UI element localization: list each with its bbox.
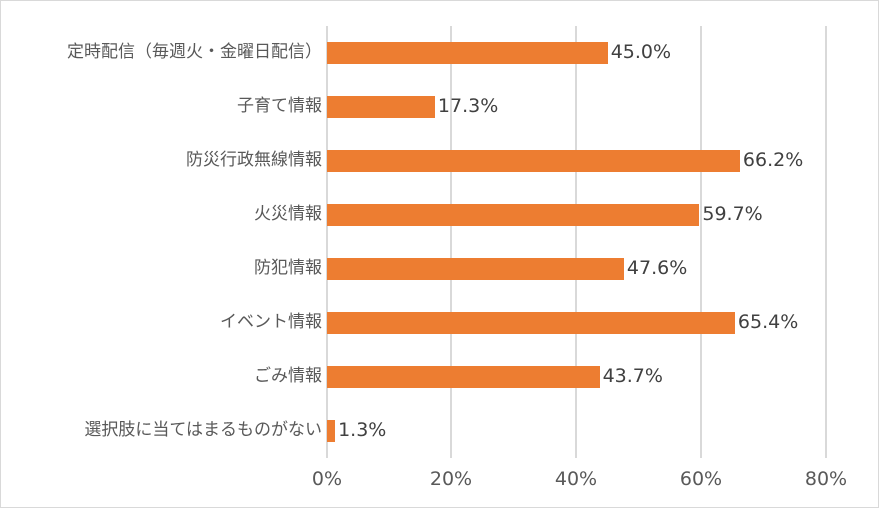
x-tick-label: 20%: [429, 468, 473, 490]
bar-row: イベント情報 65.4%: [0, 296, 879, 350]
plot-area: [326, 26, 827, 458]
value-label: 17.3%: [437, 95, 499, 117]
gridline-20: [450, 26, 452, 458]
category-label: 火災情報: [254, 204, 322, 224]
bar-row: 子育て情報 17.3%: [0, 80, 879, 134]
bar: [327, 420, 336, 442]
bar: [327, 312, 735, 334]
value-label: 45.0%: [610, 41, 672, 63]
x-tick-label: 0%: [311, 468, 343, 490]
value-label: 43.7%: [602, 365, 663, 387]
bar-row: 定時配信（毎週火・金曜日配信） 45.0%: [0, 26, 879, 80]
bar: [327, 258, 624, 280]
bar-row: 防犯情報 47.6%: [0, 242, 879, 296]
category-label: 子育て情報: [237, 96, 322, 116]
category-label: イベント情報: [220, 312, 322, 332]
value-label: 1.3%: [338, 419, 387, 441]
gridline-40: [575, 26, 577, 458]
bar: [327, 96, 435, 118]
bar-row: 防災行政無線情報 66.2%: [0, 134, 879, 188]
category-label: 選択肢に当てはまるものがない: [84, 420, 322, 440]
x-tick-label: 80%: [804, 468, 848, 490]
category-axis-line: [326, 26, 328, 458]
value-label: 65.4%: [737, 311, 799, 333]
value-label: 66.2%: [742, 149, 804, 171]
bar: [327, 366, 600, 388]
gridline-80: [825, 26, 827, 458]
bar: [327, 204, 700, 226]
x-tick-label: 40%: [554, 468, 598, 490]
x-tick-label: 60%: [679, 468, 723, 490]
category-label: 防災行政無線情報: [186, 150, 322, 170]
bar: [327, 150, 740, 172]
bar-row: ごみ情報 43.7%: [0, 350, 879, 404]
bar-row: 火災情報 59.7%: [0, 188, 879, 242]
value-label: 59.7%: [702, 203, 763, 225]
value-label: 47.6%: [626, 257, 688, 279]
category-label: 防犯情報: [254, 258, 322, 278]
category-label: 定時配信（毎週火・金曜日配信）: [67, 42, 322, 62]
gridline-60: [700, 26, 702, 458]
category-label: ごみ情報: [254, 366, 322, 386]
bar: [327, 42, 608, 64]
bar-row: 選択肢に当てはまるものがない 1.3%: [0, 404, 879, 458]
